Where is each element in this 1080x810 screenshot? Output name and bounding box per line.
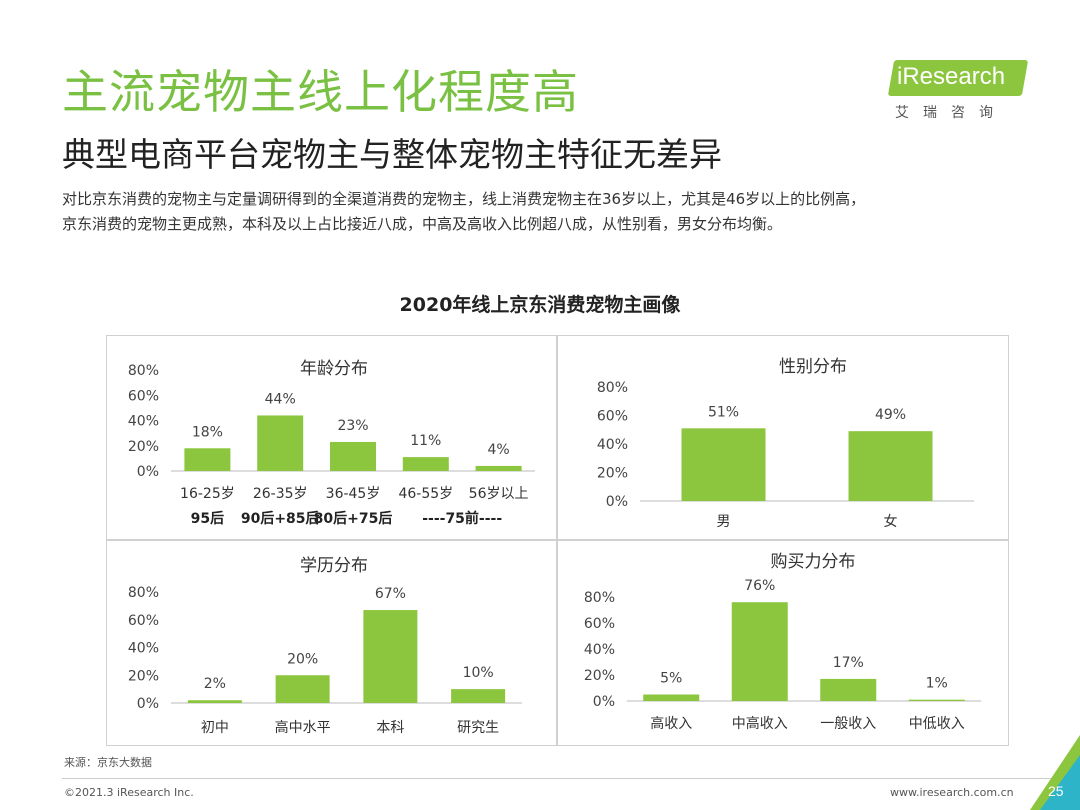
gender-bar [681, 428, 766, 501]
age-data-label: 4% [487, 442, 509, 458]
age-bar [475, 465, 522, 471]
age-bar [257, 415, 304, 471]
buy-bar [643, 694, 700, 701]
gender-y-tick-label: 20% [597, 466, 628, 482]
edu-bar [187, 700, 242, 703]
gender-y-tick-label: 80% [597, 380, 628, 396]
edu-category-label: 研究生 [457, 720, 499, 736]
age-generation-label: 95后 [191, 510, 224, 527]
age-data-label: 44% [265, 391, 296, 407]
chart-title: 2020年线上京东消费宠物主画像 [399, 294, 681, 316]
edu-bar [363, 610, 418, 703]
edu-y-tick-label: 20% [128, 668, 159, 684]
gender-data-label: 51% [708, 404, 739, 420]
gender-y-tick-label: 60% [597, 409, 628, 425]
gender-data-label: 49% [875, 407, 906, 423]
corner-decoration [1030, 735, 1080, 810]
age-y-tick-label: 40% [128, 414, 159, 430]
edu-bar [275, 675, 330, 703]
buy-bar [908, 699, 965, 701]
edu-data-label: 2% [204, 676, 226, 692]
buy-y-tick-label: 0% [593, 694, 615, 710]
edu-category-label: 初中 [201, 719, 229, 736]
buy-data-label: 1% [926, 676, 948, 692]
age-chart-title: 年龄分布 [300, 359, 368, 379]
gender-distribution-panel: 性别分布 0% 20% 40% 60% 80% 51% 男 49% 女 [557, 335, 1009, 540]
description-line-2: 京东消费的宠物主更成熟，本科及以上占比接近八成，中高及高收入比例超八成，从性别看… [62, 215, 783, 233]
edu-y-tick-label: 60% [128, 613, 159, 629]
buy-data-label: 5% [660, 671, 682, 687]
age-y-tick-label: 60% [128, 388, 159, 404]
description: 对比京东消费的宠物主与定量调研得到的全渠道消费的宠物主，线上消费宠物主在36岁以… [62, 187, 1032, 237]
age-data-label: 18% [192, 424, 223, 440]
page-number: 25 [1048, 783, 1064, 799]
buy-y-tick-label: 40% [584, 642, 615, 658]
age-y-tick-label: 0% [137, 464, 159, 480]
copyright: ©2021.3 iResearch Inc. [64, 786, 194, 799]
description-line-1: 对比京东消费的宠物主与定量调研得到的全渠道消费的宠物主，线上消费宠物主在36岁以… [62, 190, 866, 208]
edu-data-label: 67% [375, 586, 406, 602]
gender-chart: 性别分布 0% 20% 40% 60% 80% 51% 男 49% 女 [597, 357, 974, 530]
age-data-label: 23% [337, 418, 368, 434]
purchasing-power-panel: 购买力分布 0% 20% 40% 60% 80% 5% 高收入 76% 中高收入 17% 一般收入 1%… [557, 540, 1009, 746]
age-generation-label: 80后+75后 [314, 510, 393, 527]
edu-category-label: 高中水平 [275, 719, 331, 736]
age-category-label: 36-45岁 [326, 486, 381, 502]
edu-y-tick-label: 40% [128, 641, 159, 657]
gender-category-label: 女 [884, 513, 898, 530]
gender-bar [848, 431, 933, 501]
buy-category-label: 中高收入 [732, 715, 788, 732]
source-note: 来源：京东大数据 [64, 756, 152, 769]
page-title: 主流宠物主线上化程度高 [62, 65, 579, 119]
buy-chart-title: 购买力分布 [771, 552, 856, 572]
buy-y-tick-label: 80% [584, 590, 615, 606]
age-chart: 年龄分布 0% 20% 40% 60% 80% 18% 16-25岁 44% 26-35岁 23% 3… [128, 359, 535, 527]
buy-bar [820, 678, 877, 701]
education-distribution-panel: 学历分布 0% 20% 40% 60% 80% 2% 初中 20% 高中水平 67% 本科 10% 研究生 [106, 540, 557, 746]
edu-y-tick-label: 0% [137, 696, 159, 712]
logo-text: iResearch [897, 63, 1006, 90]
edu-y-tick-label: 80% [128, 585, 159, 601]
website-link[interactable]: www.iresearch.com.cn [890, 786, 1014, 799]
age-category-label: 26-35岁 [253, 486, 308, 502]
edu-data-label: 10% [463, 665, 494, 681]
age-bar [330, 441, 376, 471]
age-category-label: 16-25岁 [180, 486, 235, 502]
gender-y-tick-label: 40% [597, 437, 628, 453]
edu-bar [451, 689, 506, 703]
edu-category-label: 本科 [376, 720, 404, 736]
age-generation-label: ----75前---- [422, 510, 502, 527]
buy-bar [731, 602, 788, 701]
buy-category-label: 高收入 [650, 715, 692, 732]
page-subtitle: 典型电商平台宠物主与整体宠物主特征无差异 [62, 135, 722, 174]
age-bar [402, 457, 449, 471]
edu-data-label: 20% [287, 651, 318, 667]
buy-y-tick-label: 60% [584, 616, 615, 632]
age-bar [184, 448, 231, 471]
education-chart: 学历分布 0% 20% 40% 60% 80% 2% 初中 20% 高中水平 67% 本科 10% 研究生 [128, 556, 522, 736]
buy-category-label: 中低收入 [909, 716, 965, 732]
age-y-tick-label: 80% [128, 363, 159, 379]
buy-data-label: 17% [833, 655, 864, 671]
buy-data-label: 76% [744, 578, 775, 594]
footer-divider [62, 778, 1080, 779]
purchasing-power-chart: 购买力分布 0% 20% 40% 60% 80% 5% 高收入 76% 中高收入 17% 一般收入 1%… [584, 552, 981, 732]
age-category-label: 46-55岁 [398, 486, 453, 502]
logo-subtext: 艾瑞咨询 [895, 105, 1007, 121]
age-data-label: 11% [410, 433, 441, 449]
edu-chart-title: 学历分布 [300, 556, 368, 576]
age-distribution-panel: 年龄分布 0% 20% 40% 60% 80% 18% 16-25岁 44% 26-35岁 23% 3… [106, 335, 557, 540]
buy-category-label: 一般收入 [820, 716, 876, 732]
gender-category-label: 男 [717, 514, 731, 530]
buy-y-tick-label: 20% [584, 668, 615, 684]
age-category-label: 56岁以上 [469, 486, 529, 502]
iresearch-logo: iResearch 艾瑞咨询 [887, 58, 1032, 124]
gender-chart-title: 性别分布 [779, 357, 847, 377]
age-y-tick-label: 20% [128, 439, 159, 455]
age-generation-label: 90后+85后 [241, 510, 320, 527]
gender-y-tick-label: 0% [606, 494, 628, 510]
